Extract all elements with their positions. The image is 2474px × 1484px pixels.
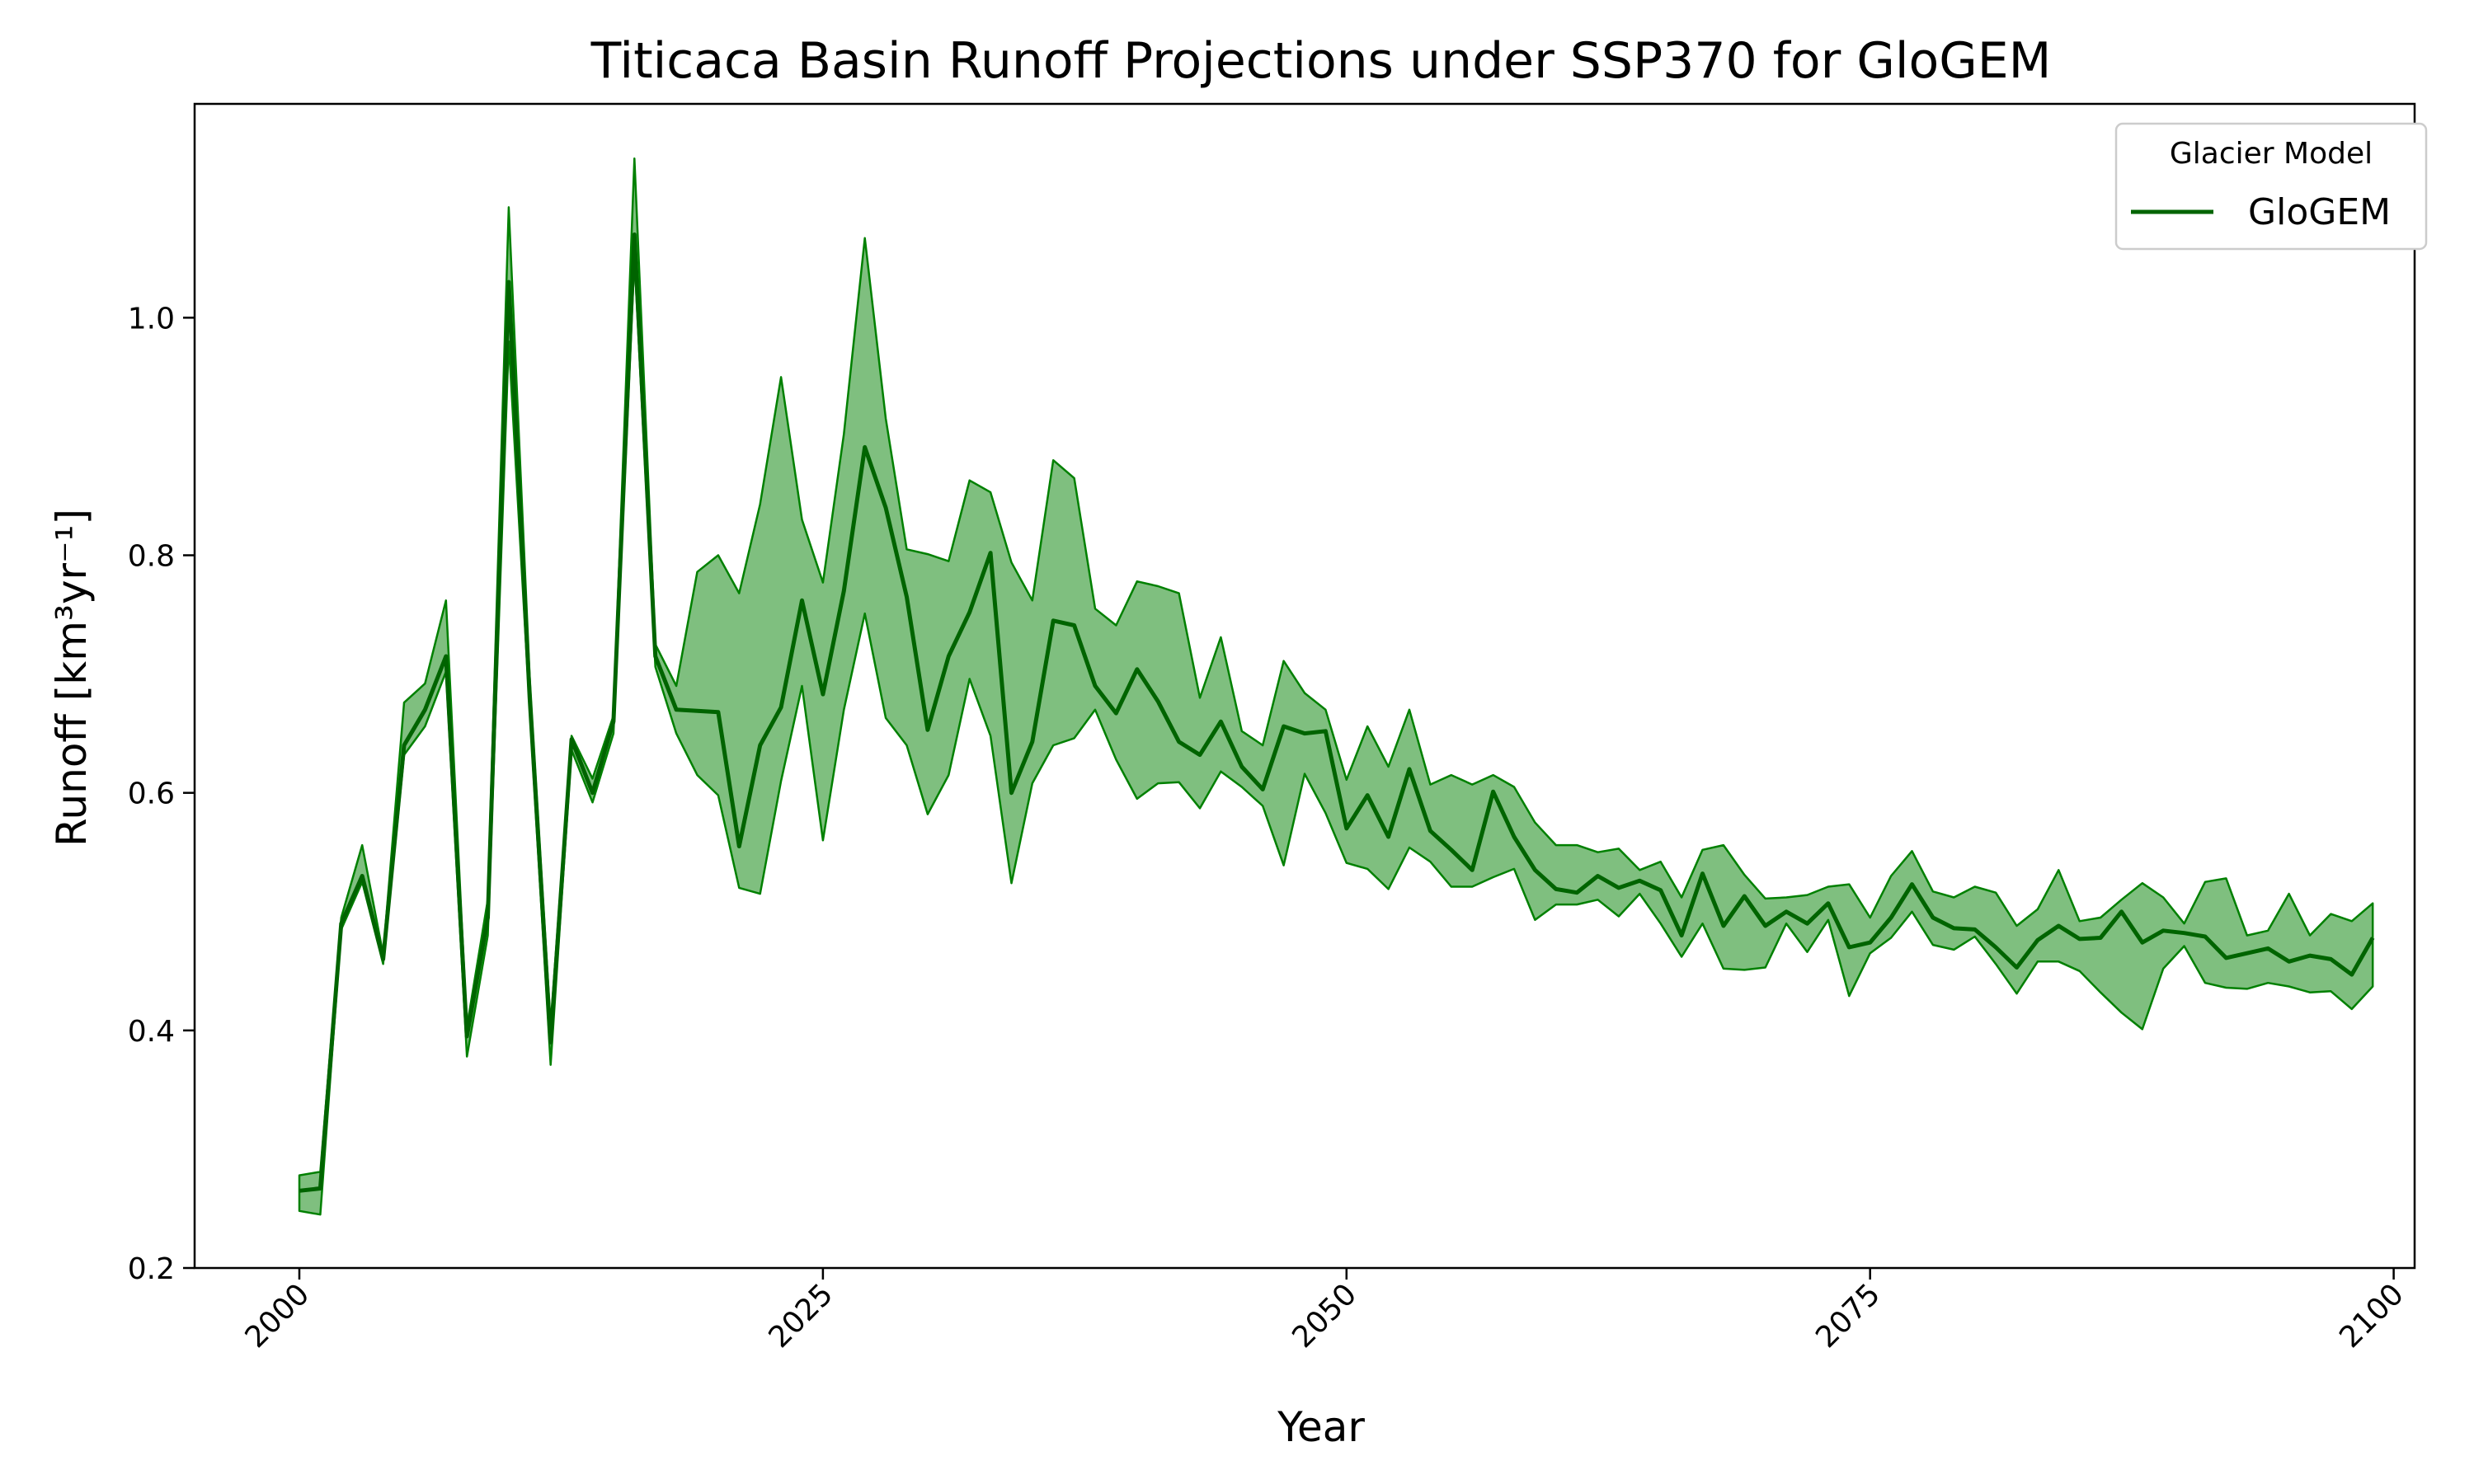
glogem-range-band [298,157,2374,1216]
plot-frame [193,102,2416,1270]
y-tick-label: 0.8 [128,540,175,574]
x-axis: 2000 2025 2050 2075 2100 [239,1268,2411,1355]
y-tick-label: 0.6 [128,777,175,811]
glogem-mean-line [299,232,2375,1193]
plot-area [298,157,2375,1216]
x-tick-label: 2075 [1809,1277,1887,1355]
x-tick-label: 2025 [762,1277,840,1355]
legend: Glacier Model GloGEM [2114,122,2428,251]
y-tick-label: 1.0 [128,302,175,336]
x-tick-label: 2050 [1286,1277,1363,1355]
y-tick-label: 0.4 [128,1015,175,1049]
y-axis: 0.2 0.4 0.6 0.8 1.0 [128,302,195,1286]
x-tick-label: 2100 [2333,1277,2411,1355]
legend-label-glogem: GloGEM [2248,191,2391,233]
x-axis-label: Year [1277,1403,1365,1451]
x-tick-label: 2000 [239,1277,317,1355]
legend-title: Glacier Model [2170,137,2373,171]
legend-box [2114,122,2428,251]
y-tick-label: 0.2 [128,1252,175,1286]
y-axis-label: Runoff [km³yr⁻¹] [48,509,96,847]
chart-title: Titicaca Basin Runoff Projections under … [590,32,2052,90]
